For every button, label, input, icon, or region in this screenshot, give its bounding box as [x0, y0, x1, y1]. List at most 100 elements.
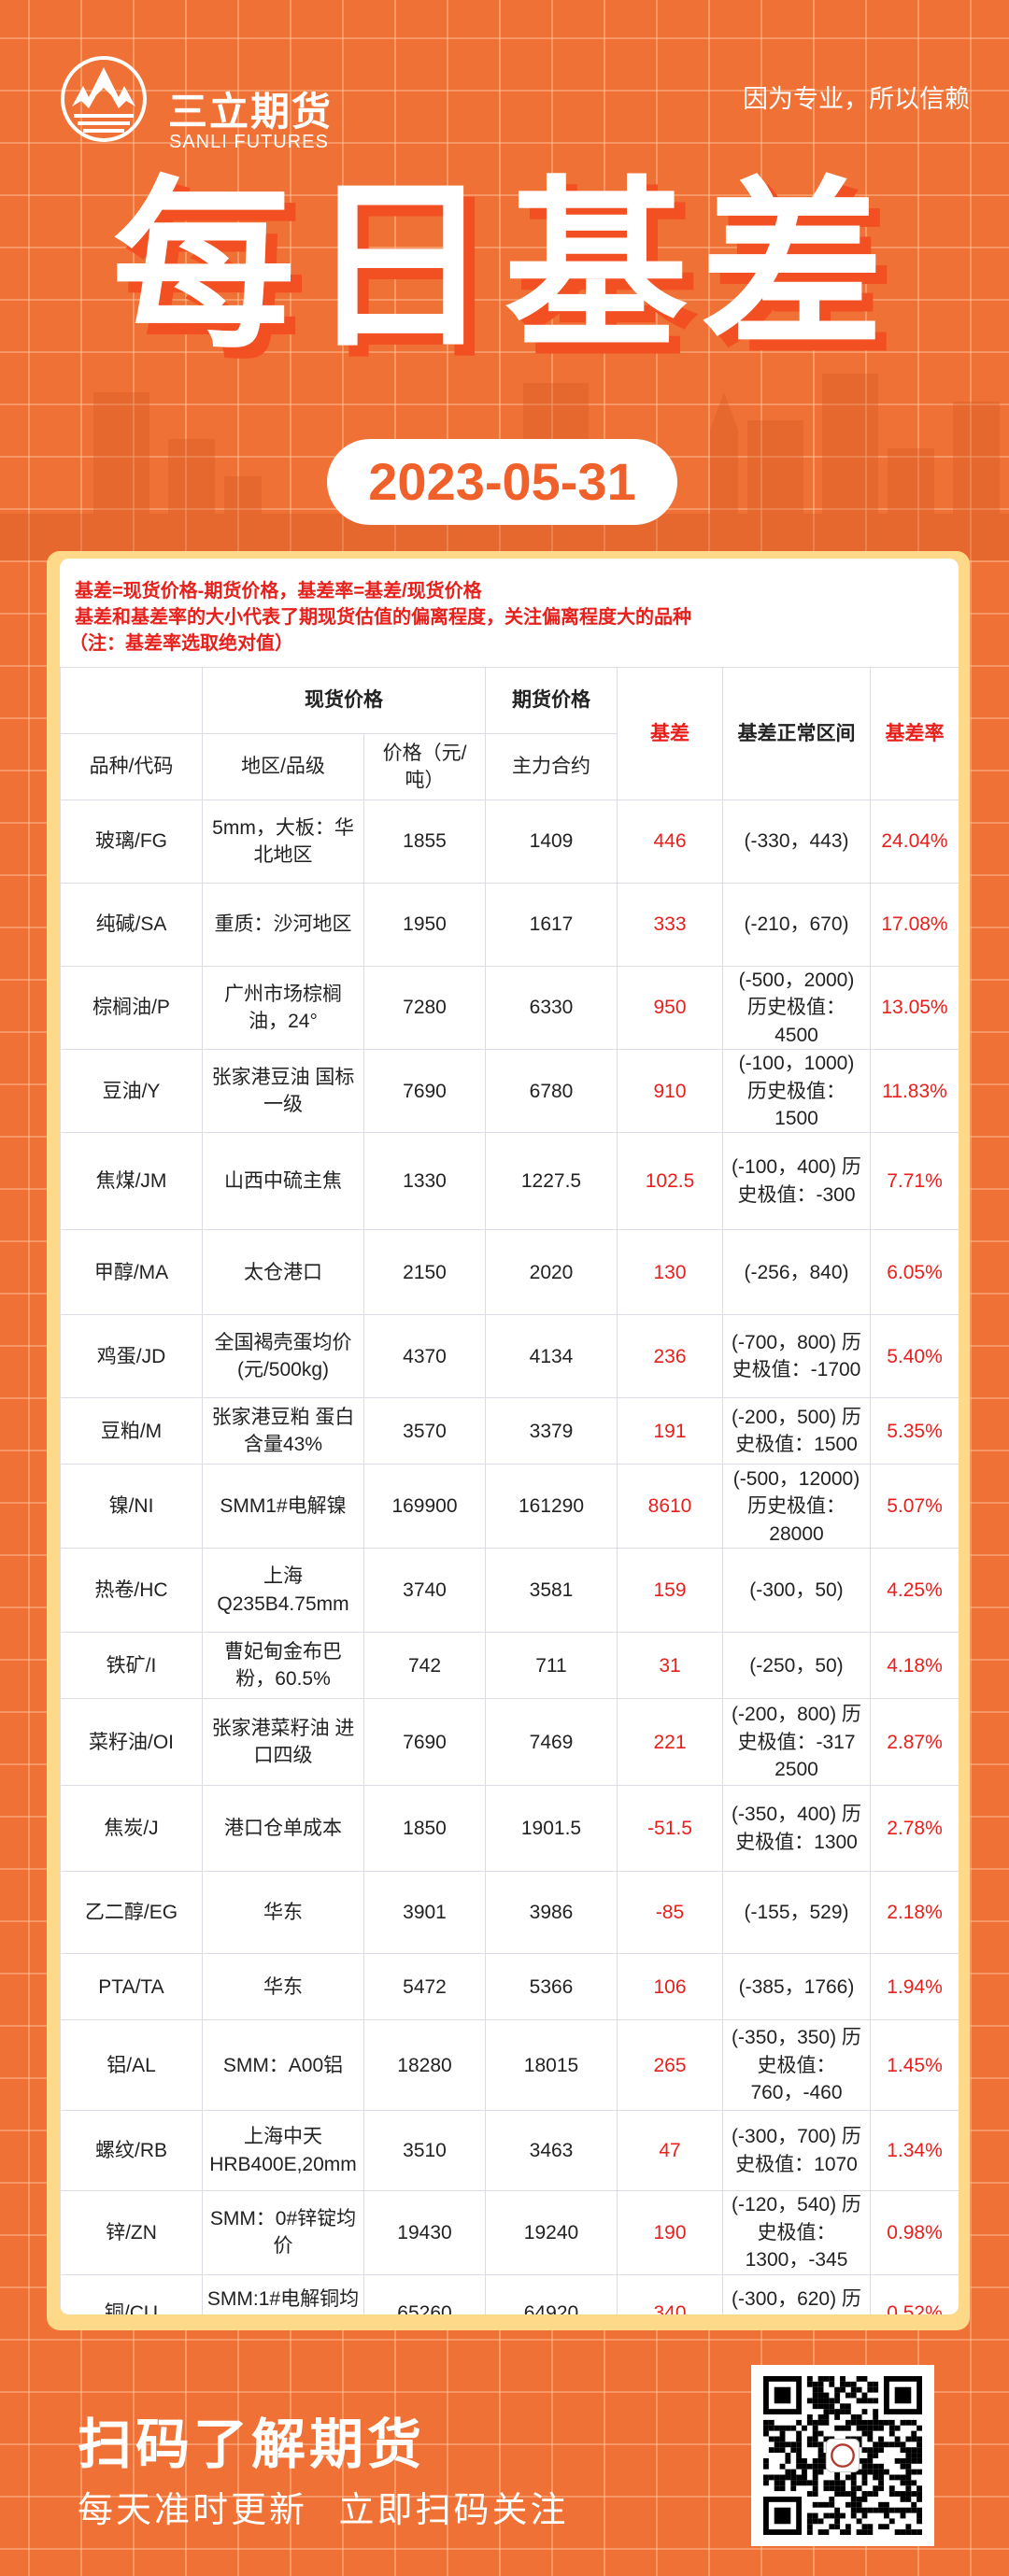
table-row: 热卷/HC 上海 Q235B4.75mm 3740 3581 159 (-300，50) 4…	[60, 1548, 959, 1634]
table-row: 铁矿/I 曹妃甸金布巴粉，60.5% 742 711 31 (-250，50) 4.18%	[60, 1632, 959, 1700]
basis-range-cell: (-300，700) 历史极值：1070	[722, 2110, 871, 2192]
region-cell: 张家港豆油 国标一级	[202, 1049, 364, 1134]
basis-range-cell: (-120，540) 历史极值：1300，-345	[722, 2190, 871, 2275]
product-cell: 甲醇/MA	[60, 1229, 203, 1316]
table-row: 镍/NI SMM1#电解镍 169900 161290 8610 (-500，12000)…	[60, 1464, 959, 1550]
basis-rate-cell: 7.71%	[870, 1132, 959, 1231]
table-row: PTA/TA 华东 5472 5366 106 (-385，1766) 1.94%	[60, 1953, 959, 2021]
basis-rate-cell: 2.87%	[870, 1698, 959, 1787]
page-title: 每日基差	[111, 164, 897, 369]
basis-rate-cell: 1.45%	[870, 2019, 959, 2112]
note-formula: 基差=现货价格-期货价格，基差率=基差/现货价格	[75, 581, 482, 602]
region-cell: 上海中天 HRB400E,20mm	[202, 2110, 364, 2192]
product-cell: 豆油/Y	[60, 1049, 203, 1134]
header-contract: 主力合约	[485, 733, 618, 800]
region-cell: 全国褐壳蛋均价(元/500kg)	[202, 1314, 364, 1399]
futures-price-cell: 3986	[485, 1871, 618, 1955]
basis-cell: 191	[617, 1397, 723, 1465]
basis-range-cell: (-500，2000) 历史极值：4500	[722, 965, 871, 1051]
product-cell: 锌/ZN	[60, 2190, 203, 2275]
region-cell: 曹妃甸金布巴粉，60.5%	[202, 1632, 364, 1700]
brand-name-en: SANLI FUTURES	[169, 132, 329, 152]
region-cell: SMM1#电解镍	[202, 1464, 364, 1550]
product-cell: 螺纹/RB	[60, 2110, 203, 2192]
basis-rate-cell: 6.05%	[870, 1229, 959, 1316]
header-basis-range: 基差正常区间	[722, 667, 871, 800]
basis-rate-cell: 5.35%	[870, 1397, 959, 1465]
spot-price-cell: 7690	[363, 1049, 486, 1134]
futures-price-cell: 1617	[485, 883, 618, 967]
table-card: 基差=现货价格-期货价格，基差率=基差/现货价格 基差和基差率的大小代表了期现货…	[60, 559, 959, 2314]
product-cell: 纯碱/SA	[60, 883, 203, 967]
basis-cell: 446	[617, 800, 723, 884]
futures-price-cell: 1227.5	[485, 1132, 618, 1231]
futures-price-cell: 6330	[485, 965, 618, 1051]
brand-name: 三立期货	[168, 90, 334, 134]
header-futures-price: 期货价格	[485, 667, 618, 734]
product-cell: PTA/TA	[60, 1953, 203, 2021]
region-cell: 港口仓单成本	[202, 1785, 364, 1873]
note-explanation: 基差和基差率的大小代表了期现货估值的偏离程度，关注偏离程度大的品种	[75, 607, 691, 628]
spot-price-cell: 19430	[363, 2190, 486, 2275]
qr-code-icon[interactable]	[751, 2365, 934, 2546]
region-cell: 山西中硫主焦	[202, 1132, 364, 1231]
table-row: 玻璃/FG 5mm，大板：华北地区 1855 1409 446 (-330，443) 24.…	[60, 800, 959, 884]
basis-range-cell: (-155，529)	[722, 1871, 871, 1955]
futures-price-cell: 3463	[485, 2110, 618, 2192]
spot-price-cell: 3570	[363, 1397, 486, 1465]
basis-range-cell: (-256，840)	[722, 1229, 871, 1316]
product-cell: 焦煤/JM	[60, 1132, 203, 1231]
spot-price-cell: 18280	[363, 2019, 486, 2112]
futures-price-cell: 2020	[485, 1229, 618, 1316]
footer-subtitle: 每天准时更新 立即扫码关注	[78, 2491, 569, 2530]
basis-range-cell: (-350，400) 历史极值：1300	[722, 1785, 871, 1873]
region-cell: 上海 Q235B4.75mm	[202, 1548, 364, 1634]
basis-cell: 950	[617, 965, 723, 1051]
basis-rate-cell: 2.18%	[870, 1871, 959, 1955]
product-cell: 玻璃/FG	[60, 800, 203, 884]
region-cell: 广州市场棕榈油，24°	[202, 965, 364, 1051]
basis-rate-cell: 4.25%	[870, 1548, 959, 1634]
futures-price-cell: 3379	[485, 1397, 618, 1465]
product-cell: 热卷/HC	[60, 1548, 203, 1634]
basis-cell: 130	[617, 1229, 723, 1316]
basis-range-cell: (-500，12000) 历史极值：28000	[722, 1464, 871, 1550]
product-cell: 豆粕/M	[60, 1397, 203, 1465]
slogan: 因为专业，所以信赖	[743, 85, 970, 113]
region-cell: 太仓港口	[202, 1229, 364, 1316]
product-cell: 菜籽油/OI	[60, 1698, 203, 1787]
spot-price-cell: 4370	[363, 1314, 486, 1399]
basis-cell: 8610	[617, 1464, 723, 1550]
table-row: 锌/ZN SMM：0#锌锭均价 19430 19240 190 (-120，540) 历史…	[60, 2190, 959, 2275]
basis-range-cell: (-200，500) 历史极值：1500	[722, 1397, 871, 1465]
spot-price-cell: 3901	[363, 1871, 486, 1955]
basis-cell: 265	[617, 2019, 723, 2112]
basis-rate-cell: 11.83%	[870, 1049, 959, 1134]
basis-rate-cell: 24.04%	[870, 800, 959, 884]
header-price: 价格（元/吨）	[363, 733, 486, 800]
date-badge: 2023-05-31	[327, 439, 677, 525]
futures-price-cell: 64920	[485, 2273, 618, 2314]
spot-price-cell: 742	[363, 1632, 486, 1700]
basis-range-cell: (-100，400) 历史极值：-300	[722, 1132, 871, 1231]
basis-cell: 106	[617, 1953, 723, 2021]
futures-price-cell: 1409	[485, 800, 618, 884]
sanli-logo-icon	[61, 56, 147, 142]
spot-price-cell: 7280	[363, 965, 486, 1051]
table-row: 铝/AL SMM：A00铝 18280 18015 265 (-350，350) 历史极值…	[60, 2019, 959, 2112]
basis-rate-cell: 1.34%	[870, 2110, 959, 2192]
table-row: 焦炭/J 港口仓单成本 1850 1901.5 -51.5 (-350，400) 历史极值…	[60, 1785, 959, 1873]
header-basis: 基差	[617, 667, 723, 800]
basis-range-cell: (-250，50)	[722, 1632, 871, 1700]
table-row: 螺纹/RB 上海中天 HRB400E,20mm 3510 3463 47 (-300，70…	[60, 2110, 959, 2192]
basis-cell: 236	[617, 1314, 723, 1399]
basis-cell: 221	[617, 1698, 723, 1787]
table-row: 焦煤/JM 山西中硫主焦 1330 1227.5 102.5 (-100，400) 历史极…	[60, 1132, 959, 1231]
basis-range-cell: (-300，620) 历史极值：1300	[722, 2273, 871, 2314]
table-row: 菜籽油/OI 张家港菜籽油 进口四级 7690 7469 221 (-200，800) 历…	[60, 1698, 959, 1787]
basis-rate-cell: 5.07%	[870, 1464, 959, 1550]
product-cell: 鸡蛋/JD	[60, 1314, 203, 1399]
basis-cell: 102.5	[617, 1132, 723, 1231]
spot-price-cell: 65260	[363, 2273, 486, 2314]
